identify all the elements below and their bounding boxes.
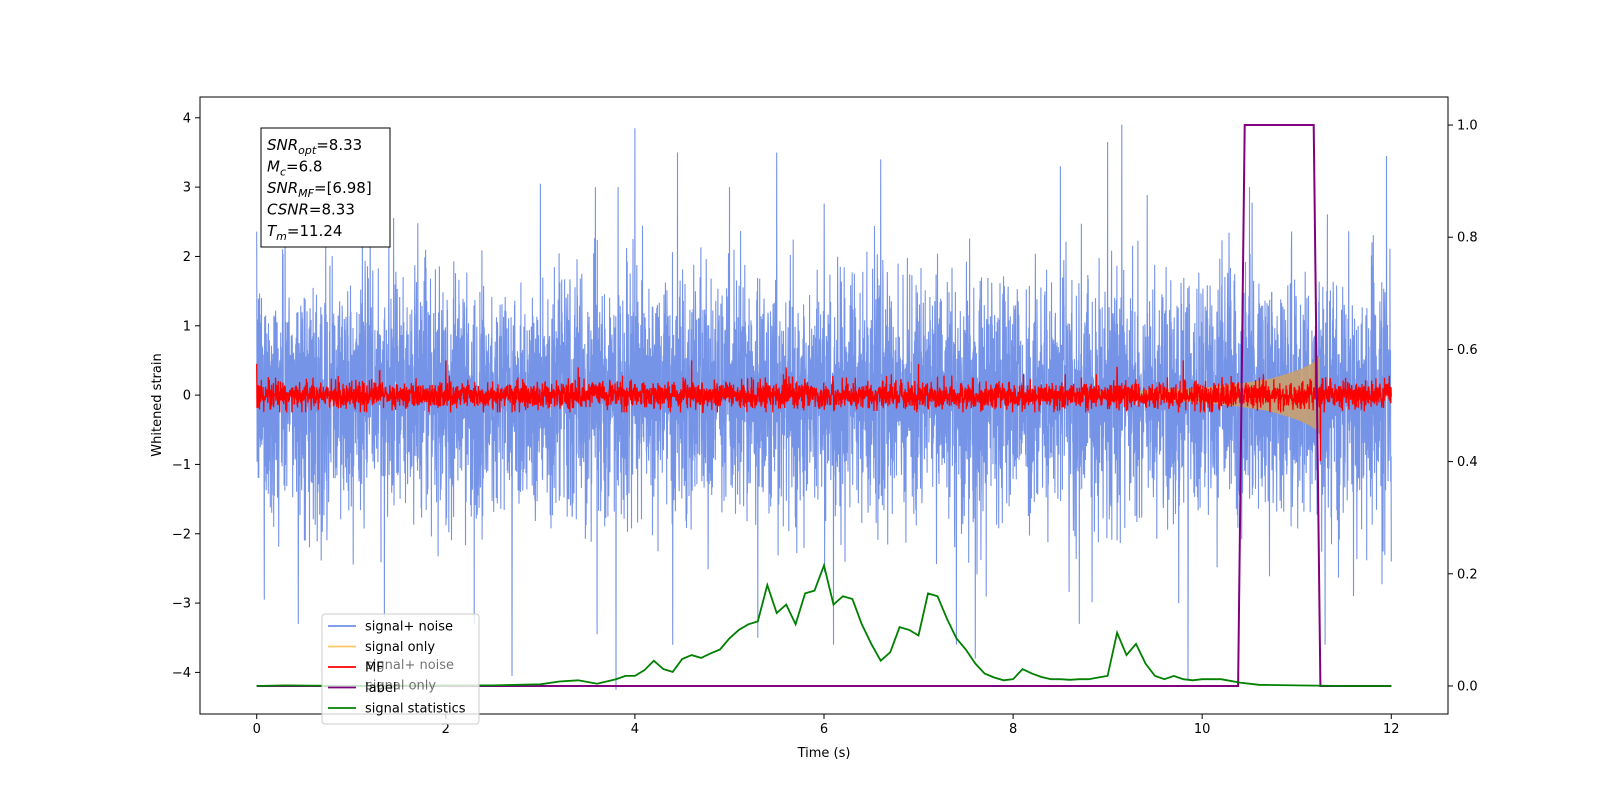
y-tick-label: −1 [172, 458, 191, 473]
y-tick-label: 2 [183, 250, 191, 265]
y-right-tick-label: 0.8 [1457, 231, 1478, 246]
x-tick-label: 12 [1383, 722, 1400, 737]
x-tick-label: 10 [1194, 722, 1211, 737]
y-right-tick-label: 0.6 [1457, 343, 1478, 358]
y-right-tick-label: 1.0 [1457, 119, 1478, 134]
plot-data-layer [256, 124, 1392, 690]
y-tick-label: −3 [172, 597, 191, 612]
annotation-line: Mc=6.8 [267, 158, 322, 179]
annotation-line: Tm=11.24 [267, 222, 342, 243]
annotation-line: CSNR=8.33 [267, 201, 355, 219]
x-tick-label: 4 [631, 722, 639, 737]
x-tick-label: 6 [820, 722, 828, 737]
legend-label: signal+ noise [365, 620, 453, 635]
annotation-frame [260, 127, 391, 248]
x-tick-label: 2 [442, 722, 450, 737]
y-axis-label: Whitened strain [150, 353, 165, 456]
x-tick-label: 8 [1009, 722, 1017, 737]
series-mf-line [256, 325, 1392, 462]
legend-label: signal only [365, 640, 435, 655]
legend-ghost-label: signal+ noise [366, 658, 454, 673]
y-tick-label: 3 [183, 181, 191, 196]
x-axis-label: Time (s) [797, 746, 851, 761]
annotation-line: SNRMF=[6.98] [267, 179, 372, 200]
x-tick-label: 0 [253, 722, 261, 737]
y-tick-label: −4 [172, 666, 191, 681]
series-signal-statistics-line [256, 562, 1392, 687]
y-tick-label: 1 [183, 319, 191, 334]
annotation-line: SNRopt=8.33 [267, 136, 362, 157]
y-tick-label: −2 [172, 527, 191, 542]
legend-ghost-label: signal only [366, 679, 436, 694]
y-tick-label: 4 [183, 111, 191, 126]
y-right-tick-label: 0.2 [1457, 567, 1478, 582]
legend-frame [321, 613, 480, 725]
y-tick-label: 0 [183, 389, 191, 404]
legend-label: MF [365, 661, 384, 676]
legend-label: signal statistics [365, 702, 466, 717]
y-right-tick-label: 0.4 [1457, 455, 1478, 470]
legend: signal+ noise signal only signal+ noise sig… [321, 613, 480, 725]
y-right-tick-label: 0.0 [1457, 679, 1478, 694]
legend-label: label [365, 681, 396, 696]
